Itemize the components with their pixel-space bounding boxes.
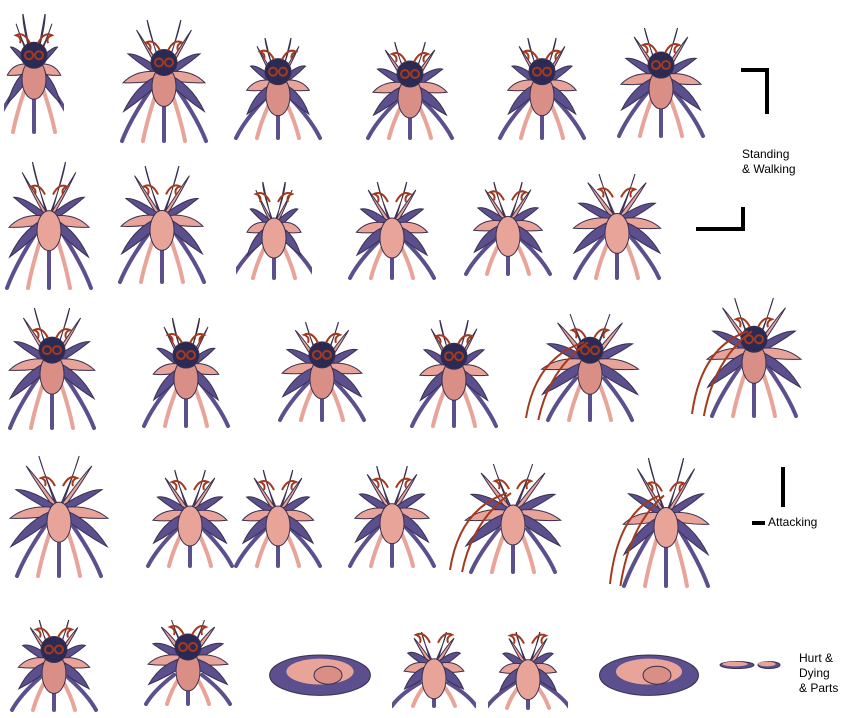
sprite-part <box>756 658 782 672</box>
sprite-frame <box>390 631 478 710</box>
sprite-art <box>120 18 208 143</box>
sprite-frame <box>234 36 322 142</box>
sprite-art <box>230 180 318 280</box>
sprite-art <box>449 462 563 574</box>
sprite-art <box>348 464 436 568</box>
sprite-art <box>234 36 322 140</box>
sprite-art <box>609 456 710 588</box>
bracket-mark <box>752 521 765 525</box>
sprite-art <box>464 180 552 276</box>
sprite-frame <box>494 36 590 142</box>
sprite-frame <box>406 318 502 430</box>
sprite-frame <box>606 456 726 590</box>
sprite-frame <box>340 464 444 570</box>
sprite-art <box>5 160 93 290</box>
sprite-frame <box>116 164 208 286</box>
sprite-frame <box>688 296 820 420</box>
section-label-hurt-dying-parts: Hurt & Dying & Parts <box>799 651 839 695</box>
sprite-frame <box>484 631 572 712</box>
bracket-mark <box>696 227 744 231</box>
sprite-frame <box>230 180 318 282</box>
sprite-frame <box>616 26 706 140</box>
sprite-art <box>234 468 322 568</box>
sprite-frame <box>522 312 658 424</box>
sprite-art <box>410 318 498 428</box>
sprite-part <box>718 658 756 672</box>
sprite-frame <box>342 180 442 282</box>
sprite-art <box>278 320 366 422</box>
sprite-frame <box>140 316 232 430</box>
bracket-mark <box>741 68 769 72</box>
sprite-art <box>757 661 781 669</box>
sprite-art <box>348 180 436 280</box>
sprite-art <box>144 618 232 706</box>
bracket-mark <box>765 68 769 114</box>
sprite-art <box>498 36 586 140</box>
sprite-frame <box>594 632 704 704</box>
sprite-frame <box>118 18 210 145</box>
section-label-standing-walking: Standing & Walking <box>742 147 796 176</box>
sprite-frame <box>446 462 580 576</box>
sprite-art <box>10 618 98 712</box>
sprite-frame <box>568 172 666 282</box>
sprite-frame <box>264 632 376 704</box>
sprite-art <box>599 654 699 696</box>
sprite-frame <box>358 40 462 142</box>
sprite-frame <box>0 12 78 136</box>
sprite-art <box>146 468 234 568</box>
sprite-frame <box>4 160 94 292</box>
sprite-frame <box>4 454 114 580</box>
bracket-mark <box>781 467 785 507</box>
sprite-frame <box>266 320 378 424</box>
sprite-frame <box>4 618 104 714</box>
sprite-art <box>390 631 478 708</box>
sprite-art <box>8 454 110 578</box>
sprite-art <box>719 661 755 669</box>
section-label-attacking: Attacking <box>768 515 818 529</box>
sprite-art <box>484 631 572 710</box>
sprite-art <box>0 12 78 134</box>
sprite-art <box>118 164 206 284</box>
sprite-frame <box>138 468 242 570</box>
sprite-art <box>142 316 230 428</box>
bracket-mark <box>741 207 745 231</box>
sprite-frame <box>4 306 100 432</box>
sprite-art <box>572 172 662 280</box>
sprite-frame <box>460 180 556 278</box>
sprite-frame <box>228 468 328 570</box>
sprite-art <box>617 26 705 138</box>
sprite-art <box>8 306 96 430</box>
sprite-art <box>366 40 454 140</box>
sprite-art <box>269 654 371 696</box>
sprite-art <box>691 296 803 418</box>
sprite-frame <box>132 618 244 708</box>
sprite-art <box>525 312 640 422</box>
